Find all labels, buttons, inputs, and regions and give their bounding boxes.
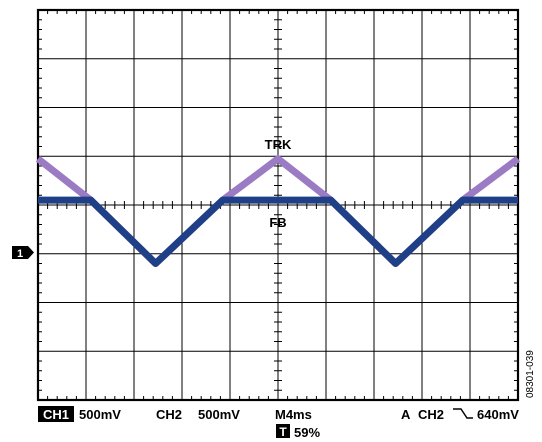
- graticule: [36, 8, 520, 402]
- fb-annotation: FB: [269, 215, 286, 230]
- traces: [35, 155, 521, 267]
- trk-annotation: TRK: [265, 137, 292, 152]
- ch2-scale: 500mV: [198, 407, 240, 422]
- channel-marker-label: 1: [17, 248, 23, 260]
- ch1-badge: CH1: [43, 407, 69, 422]
- trigger-position: 59%: [294, 425, 320, 440]
- falling-edge-icon: [453, 408, 473, 419]
- ch2-label: CH2: [156, 407, 182, 422]
- trigger-channel: CH2: [418, 407, 444, 422]
- trigger-source: A: [401, 407, 411, 422]
- ch1-scale: 500mV: [79, 407, 121, 422]
- trace-fb: [38, 196, 518, 267]
- trigger-pos-badge-box: [276, 424, 290, 438]
- channel-1-marker: 1: [12, 246, 34, 260]
- figure-id: 08301-039: [525, 350, 536, 398]
- trigger-pos-badge: T: [279, 425, 287, 439]
- timebase: M4ms: [275, 407, 312, 422]
- readout: CH1 500mV CH2 500mV M4ms T 59% A CH2 640…: [38, 406, 519, 440]
- ch1-badge-box: [38, 406, 74, 422]
- trigger-level: 640mV: [477, 407, 519, 422]
